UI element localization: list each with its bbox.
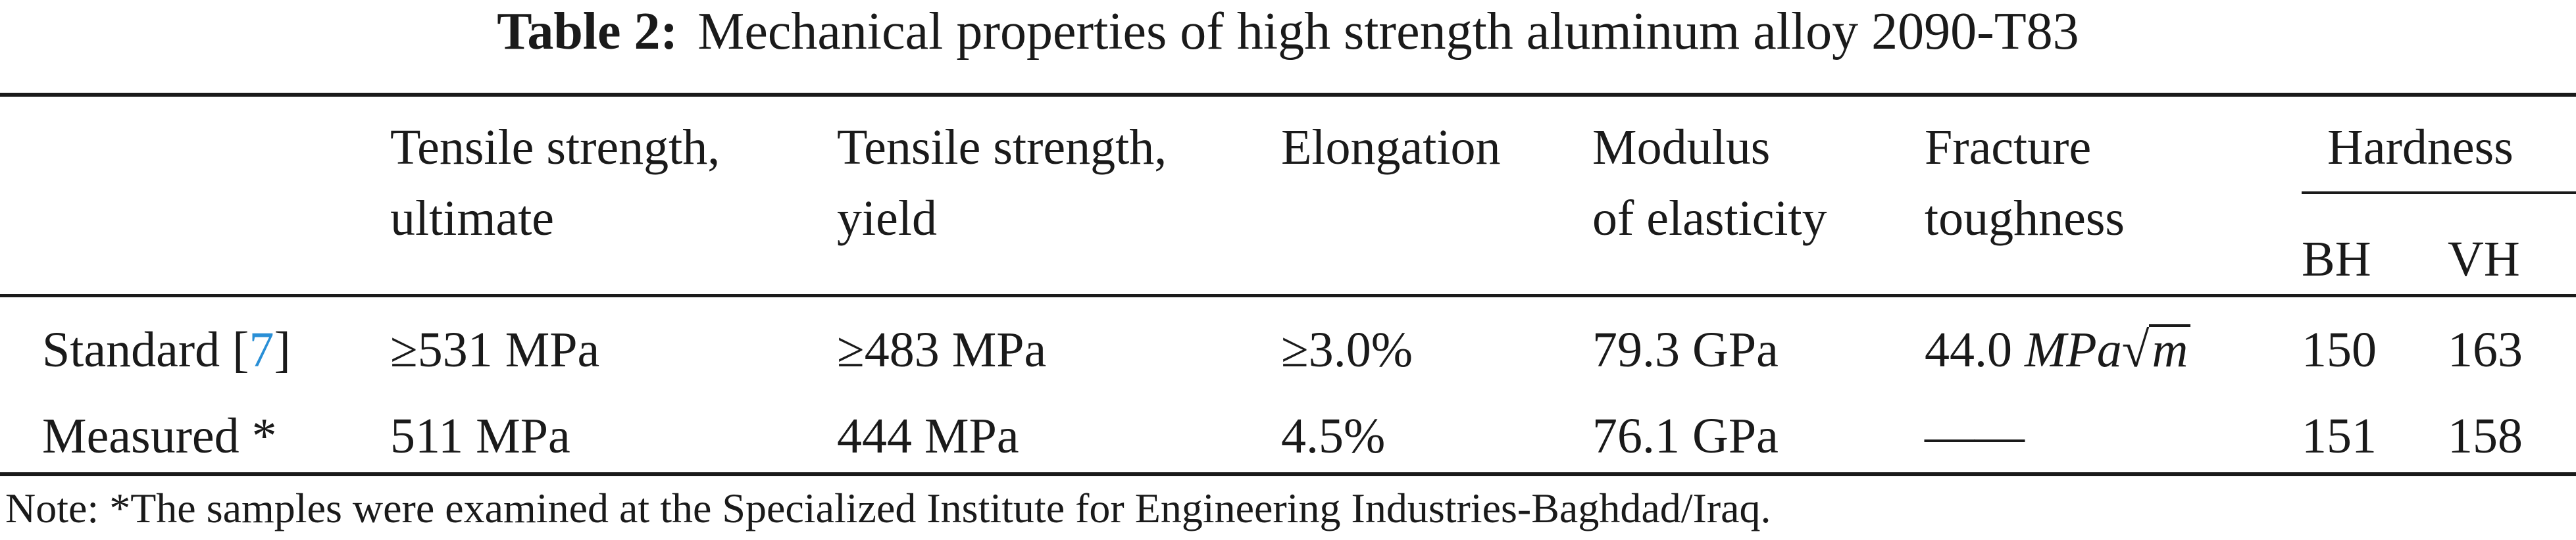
header-vh: VH	[2448, 232, 2520, 287]
header-tensile-yield-line2: yield	[837, 191, 937, 246]
measured-modulus: 76.1 GPa	[1592, 408, 1779, 464]
header-rule	[0, 294, 2576, 297]
header-hardness: Hardness	[2327, 120, 2513, 175]
standard-tensile-yield: ≥483 MPa	[837, 322, 1047, 378]
measured-bh: 151	[2302, 408, 2377, 464]
hardness-subrule	[2302, 191, 2576, 194]
measured-vh: 158	[2448, 408, 2523, 464]
standard-elongation: ≥3.0%	[1281, 322, 1413, 378]
header-tensile-ultimate-line1: Tensile strength,	[390, 120, 720, 175]
header-tensile-ultimate-line2: ultimate	[390, 191, 555, 246]
measured-tensile-yield: 444 MPa	[837, 408, 1019, 464]
table-caption: Table 2: Mechanical properties of high st…	[0, 0, 2576, 63]
table-label: Table 2:	[497, 3, 678, 61]
measured-elongation: 4.5%	[1281, 408, 1386, 464]
table-note: Note: *The samples were examined at the …	[5, 485, 1771, 531]
header-bh: BH	[2302, 232, 2371, 287]
row-label-measured: Measured *	[42, 408, 277, 464]
header-tensile-yield-line1: Tensile strength,	[837, 120, 1167, 175]
row-label-standard: Standard [7]	[42, 322, 291, 378]
header-fracture-line2: toughness	[1925, 191, 2125, 246]
bottom-rule	[0, 472, 2576, 476]
header-elongation: Elongation	[1281, 120, 1501, 175]
top-rule	[0, 93, 2576, 97]
standard-bh: 150	[2302, 322, 2377, 378]
standard-fracture-toughness: 44.0 MPa√m	[1925, 314, 2191, 385]
table-title: Mechanical properties of high strength a…	[697, 3, 2079, 61]
header-modulus-line1: Modulus	[1592, 120, 1771, 175]
header-modulus-line2: of elasticity	[1592, 191, 1827, 246]
header-fracture-line1: Fracture	[1925, 120, 2092, 175]
standard-modulus: 79.3 GPa	[1592, 322, 1779, 378]
measured-tensile-ultimate: 511 MPa	[390, 408, 570, 464]
measured-fracture-toughness: ——	[1925, 408, 2025, 464]
reference-link[interactable]: 7	[249, 322, 274, 378]
standard-tensile-ultimate: ≥531 MPa	[390, 322, 600, 378]
standard-vh: 163	[2448, 322, 2523, 378]
